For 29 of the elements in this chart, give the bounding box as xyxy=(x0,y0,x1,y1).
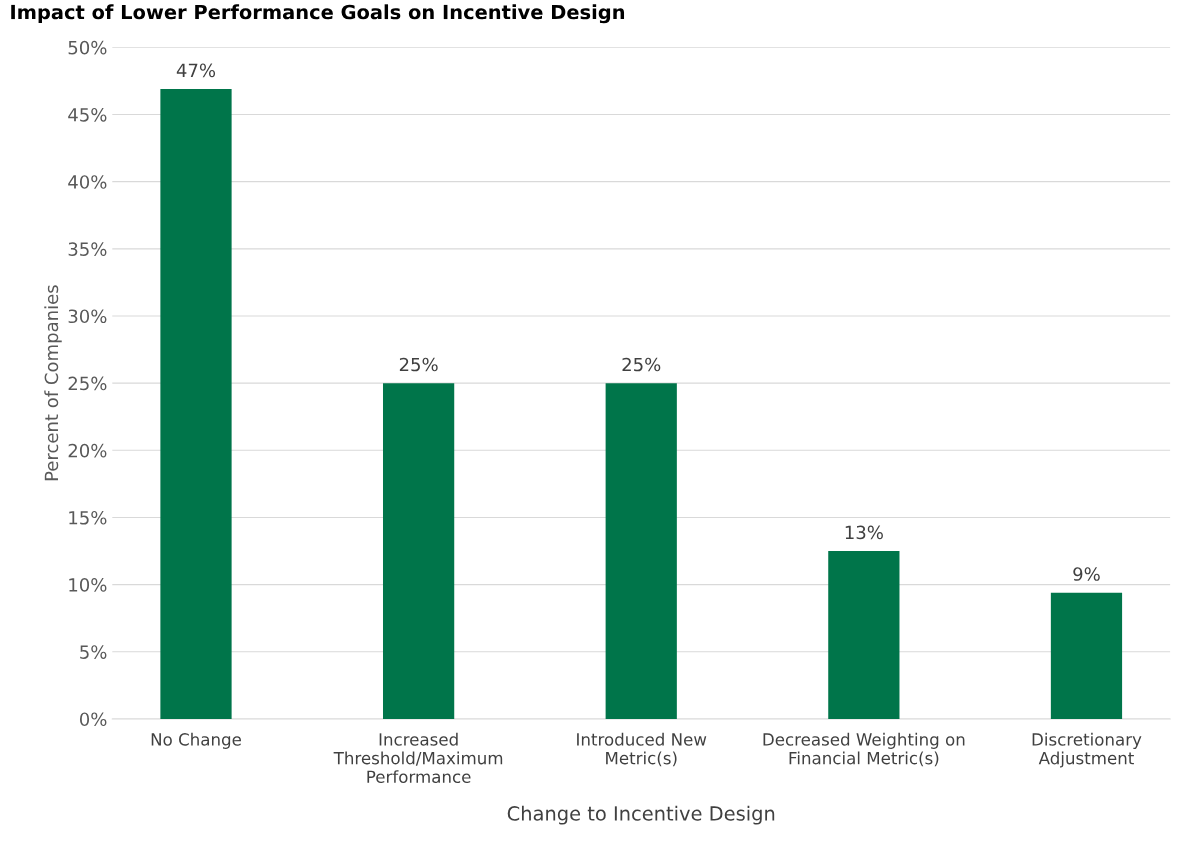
bar xyxy=(383,383,455,719)
bar xyxy=(160,88,232,719)
y-tick-label: 15% xyxy=(69,510,107,525)
y-tick-label: 30% xyxy=(68,309,107,324)
x-axis-title: Change to Incentive Design xyxy=(507,805,775,825)
y-axis-title: Percent of Companies xyxy=(44,285,62,481)
data-label: 25% xyxy=(399,357,438,372)
x-tick-label: Decreased Weighting on Financial Metric(s) xyxy=(763,732,965,767)
y-tick-label: 10% xyxy=(69,578,107,592)
x-tick-label: Discretionary Adjustment xyxy=(1032,732,1142,768)
y-tick-label: 50% xyxy=(68,40,107,55)
bar xyxy=(828,551,900,719)
data-label: 47% xyxy=(176,63,216,78)
chart-title: Impact of Lower Performance Goals on Incentive Design xyxy=(11,4,625,24)
y-tick-label: 0% xyxy=(79,712,107,727)
data-label: 9% xyxy=(1073,567,1100,581)
y-tick-label: 5% xyxy=(80,645,107,659)
data-label: 13% xyxy=(845,525,883,540)
x-tick-label: Increased Threshold/Maximum Performance xyxy=(333,732,503,784)
y-tick-label: 20% xyxy=(68,443,107,458)
x-tick-label: No Change xyxy=(151,732,241,749)
x-tick-label: Introduced New Metric(s) xyxy=(577,732,707,767)
bar xyxy=(605,383,677,719)
y-tick-label: 25% xyxy=(68,376,107,391)
y-tick-label: 35% xyxy=(68,242,107,256)
bar xyxy=(1050,592,1123,719)
y-tick-label: 40% xyxy=(68,175,107,189)
data-label: 25% xyxy=(622,357,661,372)
y-tick-label: 45% xyxy=(68,107,107,122)
